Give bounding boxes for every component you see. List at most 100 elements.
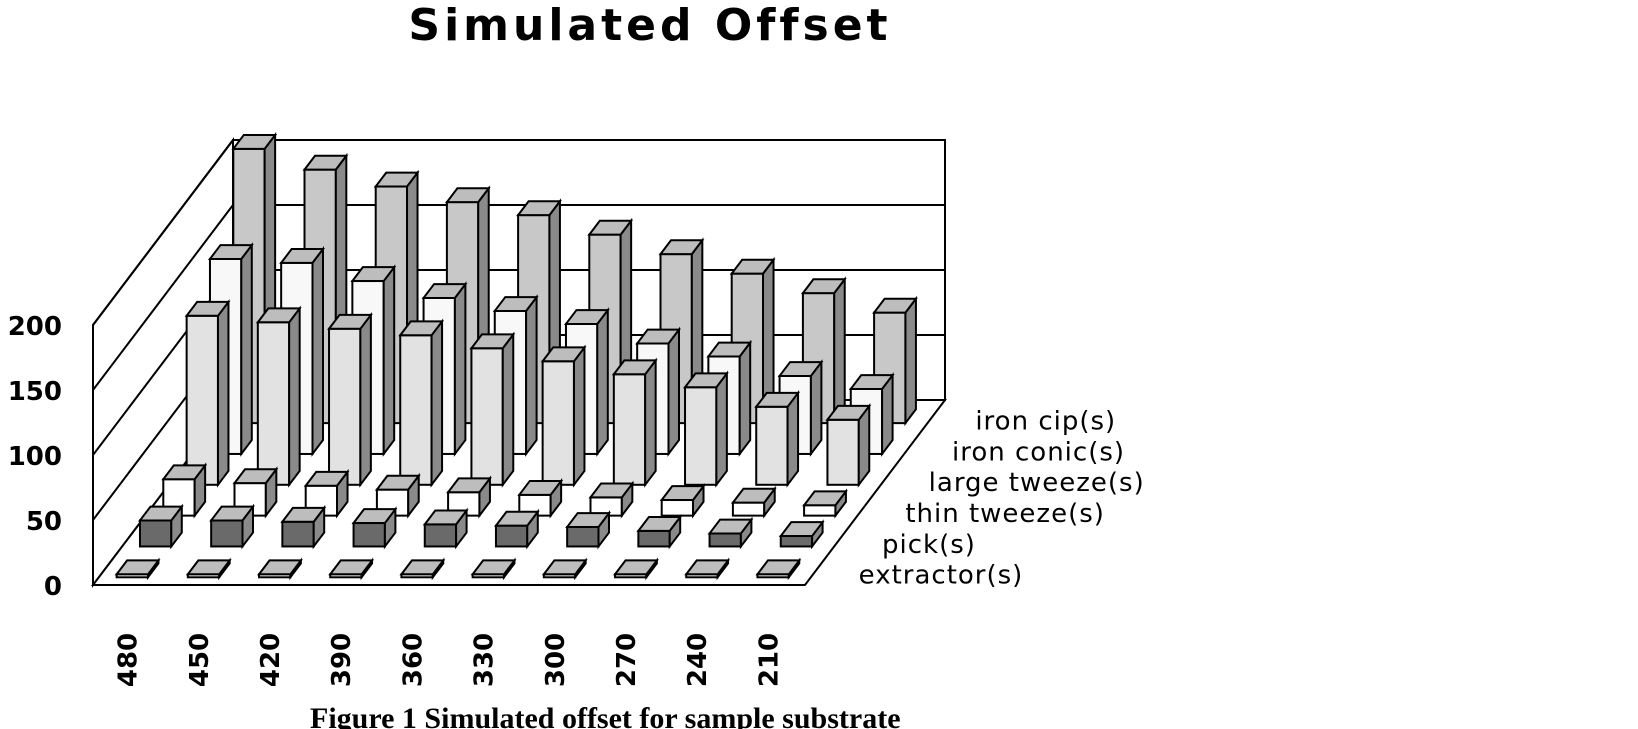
bar-top (659, 485, 706, 502)
gridline-side (92, 204, 234, 391)
bar (540, 344, 587, 488)
bar-side (644, 357, 657, 488)
bar-front (281, 520, 315, 548)
bar-top (470, 559, 517, 576)
bar-top (706, 341, 753, 358)
bar-top (209, 505, 256, 522)
x-tick-label: 360 (398, 633, 428, 687)
x-tick-label: 240 (683, 633, 713, 687)
bar-front (399, 334, 433, 486)
bar-side (216, 298, 230, 488)
series-label: pick(s) (882, 530, 976, 560)
bar-top (444, 187, 491, 204)
x-tick-label: 390 (327, 633, 357, 687)
chart-labels: 0 50 100 150 200 480 450 420 390 360 330 300 270 240 2… (8, 312, 1144, 687)
bar-top (755, 559, 802, 576)
bar-top (421, 283, 468, 299)
bar-top (707, 518, 754, 535)
x-tick-label: 420 (256, 633, 286, 687)
bar-top (611, 359, 658, 376)
bar (565, 510, 612, 550)
series-label: iron conic(s) (952, 437, 1125, 467)
bar-front (138, 519, 173, 548)
bar-top (207, 244, 254, 260)
bar-top (114, 559, 161, 576)
bar (280, 504, 327, 550)
bar-top (516, 200, 562, 217)
bar-top (303, 470, 350, 487)
bar-front (708, 532, 742, 548)
bar (541, 557, 588, 581)
bar-side (501, 331, 515, 488)
bar-front (328, 327, 362, 486)
x-tick-label: 480 (114, 633, 144, 687)
bar-front (210, 519, 244, 548)
bar-front (755, 405, 789, 486)
chart-title: Simulated Offset (408, 0, 892, 51)
bar-top (848, 374, 895, 390)
bar-top (351, 508, 398, 525)
bar-front (185, 314, 219, 486)
bar-top (754, 391, 801, 408)
bar-side (809, 359, 823, 457)
bar-top (327, 313, 373, 330)
bar-top (563, 309, 610, 325)
bar-top (280, 506, 327, 523)
figure-caption-text: Figure 1 Simulated offset for sample sub… (310, 702, 901, 729)
bar-top (492, 296, 539, 312)
bar-top (658, 239, 705, 256)
bar-side (525, 294, 538, 457)
bar (707, 516, 754, 550)
bar (398, 318, 445, 488)
bar-top (565, 512, 612, 528)
bar (351, 506, 398, 550)
bar-top (161, 464, 208, 481)
bar-top (399, 559, 446, 576)
bar-top (777, 361, 824, 377)
bar-side (904, 295, 917, 427)
bar (114, 557, 161, 581)
series-label: thin tweeze(s) (905, 499, 1105, 529)
series-label: extractor(s) (859, 561, 1024, 591)
x-tick-label: 210 (754, 633, 784, 687)
bar-front (423, 523, 458, 548)
bar-top (684, 559, 731, 576)
y-tick-label: 150 (8, 377, 62, 407)
bar-top (588, 482, 635, 499)
bar-front (684, 386, 718, 486)
bar-top (636, 515, 683, 532)
bar (755, 557, 802, 581)
bar (659, 483, 706, 519)
bar-front (494, 524, 529, 548)
bar (802, 488, 848, 519)
bar-side (288, 305, 301, 488)
x-tick-label: 330 (470, 633, 500, 687)
bar (684, 557, 731, 581)
bar (137, 503, 184, 550)
bar-top (232, 468, 279, 485)
bar-top (493, 510, 540, 527)
bar-top (302, 154, 349, 171)
bar (257, 557, 303, 581)
bar-front (637, 529, 671, 548)
bar-side (786, 389, 800, 488)
bar (613, 557, 659, 581)
bar-front (352, 522, 386, 548)
bar-front (731, 501, 766, 517)
figure-caption: Figure 1 Simulated offset for sample sub… (310, 694, 1010, 729)
bar (184, 298, 231, 488)
bar-top (279, 247, 326, 264)
bar-side (572, 344, 586, 488)
bar (588, 480, 635, 519)
y-tick-label: 200 (8, 312, 62, 342)
bar-top (398, 320, 445, 337)
x-tick-label: 300 (541, 633, 571, 687)
bar-top (729, 258, 776, 275)
bar-side (667, 326, 680, 457)
bar-front (541, 360, 575, 486)
bar-top (137, 505, 184, 522)
series-label: iron cip(s) (975, 406, 1116, 436)
bar-top (730, 487, 777, 504)
